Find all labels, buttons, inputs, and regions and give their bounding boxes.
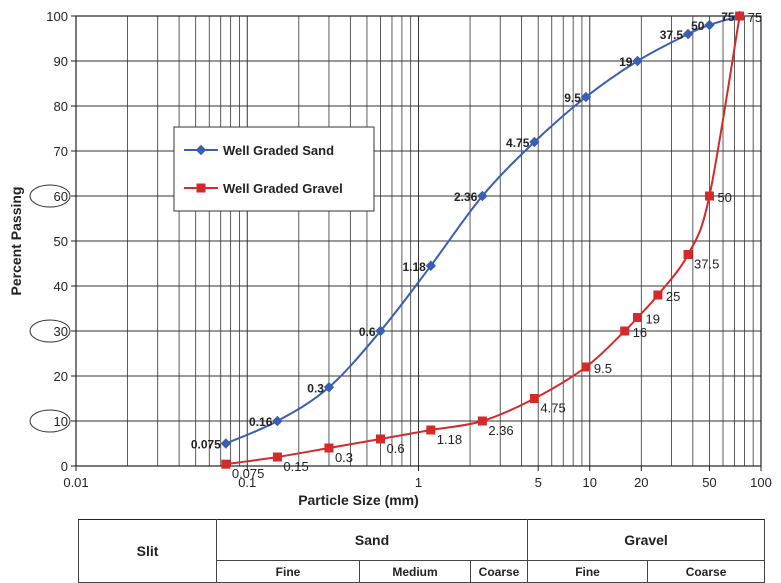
- series-1-data-label: 19: [645, 312, 659, 327]
- chart-series: [220, 10, 745, 469]
- y-tick-label: 80: [54, 99, 68, 114]
- series-1-data-label: 50: [717, 190, 731, 205]
- x-tick-label: 100: [750, 475, 772, 490]
- series-1-data-label: 2.36: [488, 423, 513, 438]
- series-0-data-label: 0.16: [249, 415, 273, 429]
- series-0-data-point: [477, 190, 488, 202]
- grain-size-chart: 0 10 20 30 40 50 60 70 80 90 100 0.01 0.1 1 5 10 20 50 100…: [8, 9, 772, 508]
- series-line-0: [225, 15, 740, 445]
- gravel-header-cell: Gravel: [527, 519, 766, 561]
- series-1-data-point: [529, 394, 539, 403]
- y-tick-label: 30: [54, 324, 68, 339]
- series-0-data-label: 1.18: [402, 260, 426, 274]
- series-0-data-point: [632, 55, 643, 67]
- legend-box: [173, 126, 375, 212]
- sand-header-cell: Sand: [215, 519, 529, 561]
- y-tick-label: 100: [46, 9, 68, 24]
- chart-legend: Well Graded Sand Well Graded Gravel: [173, 126, 375, 212]
- series-0-data-label: 2.36: [454, 190, 478, 204]
- series-0-data-point: [682, 28, 694, 40]
- series-1-data-point: [653, 290, 663, 300]
- series-1-data-point: [426, 425, 436, 435]
- chart-data-labels: 0.075 0.16 0.3 0.6 1.18 2.36 4.75 9.5 19 37.5 50 75…: [191, 10, 762, 481]
- series-0-data-label: 4.75: [506, 136, 530, 150]
- legend-label: Well Graded Sand: [223, 143, 334, 158]
- series-0-data-label: 75: [721, 10, 735, 24]
- series-1-data-point: [683, 250, 693, 259]
- x-tick-label: 10: [583, 475, 597, 490]
- gravel-coarse-cell: Coarse: [647, 560, 766, 583]
- y-tick-highlight-circle: [29, 184, 71, 208]
- series-1-data-point: [735, 11, 745, 21]
- series-0-data-point: [529, 136, 540, 148]
- sand-fine-cell: Fine: [216, 560, 360, 583]
- soil-classification-table: Slit Sand Gravel Fine Medium Coarse Fine…: [78, 519, 766, 583]
- series-0-data-label: 50: [691, 19, 705, 33]
- series-1-data-point: [272, 452, 282, 462]
- series-1-data-label: 0.075: [232, 466, 265, 481]
- x-tick-label: 50: [702, 475, 716, 490]
- legend-swatch-marker: [196, 183, 206, 193]
- series-0-data-label: 0.3: [307, 381, 324, 395]
- series-0-data-point: [580, 91, 592, 103]
- series-1-data-point: [221, 459, 231, 469]
- x-tick-label: 5: [535, 475, 542, 490]
- series-1-data-point: [632, 313, 642, 322]
- gravel-fine-cell: Fine: [527, 560, 649, 583]
- series-1-data-label: 25: [666, 289, 680, 304]
- series-1-data-point: [477, 416, 487, 426]
- series-1-data-point: [704, 191, 714, 201]
- series-1-data-label: 75: [748, 10, 762, 25]
- series-0-data-label: 9.5: [564, 91, 581, 105]
- series-1-data-point: [581, 362, 591, 372]
- legend-swatch-marker: [195, 144, 207, 156]
- series-0-data-point: [704, 19, 715, 31]
- series-0-data-point: [272, 415, 283, 427]
- series-0-data-label: 37.5: [660, 28, 684, 42]
- series-1-data-label: 4.75: [540, 401, 565, 416]
- series-0-data-point: [425, 260, 437, 271]
- series-1-data-label: 1.18: [437, 432, 462, 447]
- series-1-data-label: 0.6: [387, 441, 405, 456]
- x-tick-label: 1: [415, 475, 422, 490]
- y-tick-label: 50: [54, 234, 68, 249]
- series-0-data-label: 19: [619, 55, 633, 69]
- x-tick-label: 20: [634, 475, 648, 490]
- series-1-data-label: 0.3: [335, 450, 353, 465]
- y-axis-title: Percent Passing: [8, 187, 24, 296]
- series-1-data-label: 37.5: [694, 257, 719, 272]
- series-0-data-point: [323, 382, 335, 393]
- y-tick-highlight-circle: [29, 409, 71, 433]
- y-tick-label: 10: [54, 414, 68, 429]
- series-1-data-point: [324, 443, 334, 453]
- series-0-data-point: [220, 438, 232, 449]
- x-axis-title: Particle Size (mm): [298, 492, 419, 508]
- series-1-data-point: [376, 434, 386, 444]
- series-1-data-label: 9.5: [594, 361, 612, 376]
- sand-medium-cell: Medium: [359, 560, 471, 583]
- y-tick-label: 70: [54, 144, 68, 159]
- x-tick-label: 0.1: [238, 475, 256, 490]
- series-0-data-point: [375, 325, 386, 337]
- series-1-data-label: 0.15: [283, 459, 308, 474]
- y-tick-highlight-circle: [29, 319, 71, 343]
- chart-axes: 0 10 20 30 40 50 60 70 80 90 100 0.01 0.1 1 5 10 20 50 100…: [8, 9, 772, 508]
- x-tick-label: 0.01: [63, 475, 88, 490]
- y-tick-label: 60: [54, 189, 68, 204]
- sand-coarse-cell: Coarse: [469, 560, 529, 583]
- series-0-data-label: 0.6: [359, 325, 376, 339]
- y-tick-label: 90: [54, 54, 68, 69]
- series-1-data-label: 16: [633, 325, 647, 340]
- series-line-1: [225, 15, 741, 466]
- chart-grid: [76, 15, 761, 467]
- silt-cell: Slit: [78, 519, 217, 583]
- series-0-data-label: 0.075: [191, 438, 221, 452]
- y-tick-label: 40: [54, 279, 68, 294]
- series-1-data-point: [620, 326, 630, 336]
- y-tick-label: 0: [61, 459, 68, 474]
- legend-label: Well Graded Gravel: [223, 181, 343, 196]
- y-tick-label: 20: [54, 369, 68, 384]
